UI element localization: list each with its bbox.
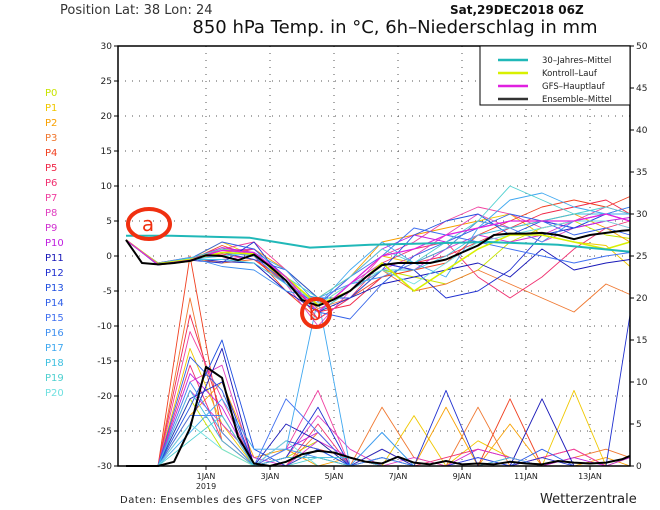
x-tick-label: 3JAN <box>261 472 280 481</box>
legend-entry: 30–Jahres–Mittel <box>542 56 611 66</box>
member-label-P8: P8 <box>45 208 58 219</box>
data-source: Daten: Ensembles des GFS von NCEP <box>120 495 323 506</box>
member-label-P1: P1 <box>45 103 58 114</box>
member-labels: P0 P1 P2 P3 P4 P5 P6 P7 P8 P9 P10 P11 P12 P13 P14 P15 P1… <box>45 86 64 401</box>
left-tick-label: -30 <box>97 462 112 472</box>
annotation-label: a <box>142 212 154 236</box>
annotation-circle <box>126 207 172 241</box>
position-label: Position Lat: 38 Lon: 24 <box>60 3 213 18</box>
legend-box <box>479 45 631 106</box>
right-tick-label: 40 <box>636 126 648 136</box>
right-tick-label: 10 <box>636 378 648 388</box>
run-date: Sat,29DEC2018 06Z <box>450 3 584 17</box>
member-temp-line-P3 <box>125 240 631 313</box>
climatology-line <box>126 234 631 253</box>
member-label-P10: P10 <box>45 238 64 249</box>
member-label-P13: P13 <box>45 283 64 294</box>
member-temp-line-P11 <box>125 240 631 313</box>
x-tick-sublabel: 2019 <box>196 482 216 491</box>
right-tick-label: 50 <box>636 42 648 52</box>
annotation-circle <box>300 297 332 329</box>
member-label-P9: P9 <box>45 223 58 234</box>
right-tick-label: 25 <box>636 252 647 262</box>
brand-label: Wetterzentrale <box>540 492 637 507</box>
left-tick-label: -5 <box>103 287 112 297</box>
member-temp-line-P8 <box>125 213 631 327</box>
member-precip-line-P5 <box>126 314 630 467</box>
left-tick-label: 20 <box>101 112 113 122</box>
member-label-P15: P15 <box>45 313 64 324</box>
right-tick-label: 20 <box>636 294 648 304</box>
right-tick-label: 45 <box>636 84 647 94</box>
left-tick-label: 5 <box>106 217 112 227</box>
legend-entry: Kontroll–Lauf <box>542 69 598 79</box>
left-tick-label: 30 <box>101 42 113 52</box>
left-tick-label: 10 <box>101 182 113 192</box>
member-label-P20: P20 <box>45 388 64 399</box>
left-tick-label: 25 <box>101 77 112 87</box>
gfs-main-run-line <box>125 213 631 313</box>
member-precip-line-P12 <box>126 314 631 467</box>
legend: 30–Jahres–Mittel Kontroll–Lauf GFS–Hauptla… <box>479 45 631 106</box>
left-tick-label: 15 <box>101 147 112 157</box>
member-temp-line-P9 <box>125 213 631 313</box>
right-tick-label: 35 <box>636 168 647 178</box>
member-temp-line-P18 <box>125 213 631 313</box>
x-tick-label: 9JAN <box>453 472 472 481</box>
member-label-P7: P7 <box>45 193 58 204</box>
ensemble-mean-temp-line <box>125 229 631 307</box>
chart-title: 850 hPa Temp. in °C, 6h–Niederschlag in … <box>192 17 598 38</box>
member-precip-line-P20 <box>126 423 630 467</box>
member-precip-line-P14 <box>126 356 630 467</box>
annotation-label: b <box>309 301 322 325</box>
member-label-P12: P12 <box>45 268 64 279</box>
member-label-P17: P17 <box>45 343 64 354</box>
x-tick-label: 1JAN <box>197 472 216 481</box>
left-tick-label: -25 <box>97 427 112 437</box>
member-label-P4: P4 <box>45 148 58 159</box>
member-label-P3: P3 <box>45 133 58 144</box>
plot-frame <box>117 45 631 467</box>
ensemble-mean-precip-line <box>126 365 631 467</box>
annotation-a: a <box>126 207 172 241</box>
member-temp-line-P20 <box>125 220 631 306</box>
member-precip-line-P11 <box>126 347 630 467</box>
member-temp-line-P19 <box>125 185 631 299</box>
member-label-P6: P6 <box>45 178 58 189</box>
left-tick-label: -15 <box>97 357 112 367</box>
member-label-P5: P5 <box>45 163 58 174</box>
member-label-P19: P19 <box>45 373 64 384</box>
right-tick-label: 30 <box>636 210 648 220</box>
right-tick-label: 5 <box>636 420 642 430</box>
right-tick-label: 0 <box>636 462 642 472</box>
x-tick-label: 11JAN <box>514 472 538 481</box>
annotation-b: b <box>300 297 332 329</box>
left-tick-label: 0 <box>106 252 112 262</box>
member-label-P14: P14 <box>45 298 64 309</box>
x-tick-label: 5JAN <box>325 472 344 481</box>
x-tick-label: 7JAN <box>389 472 408 481</box>
x-tick-label: 13JAN <box>578 472 602 481</box>
member-label-P0: P0 <box>45 88 58 99</box>
left-tick-label: -10 <box>97 322 112 332</box>
member-label-P2: P2 <box>45 118 58 129</box>
left-tick-label: -20 <box>97 392 112 402</box>
member-label-P11: P11 <box>45 253 64 264</box>
member-label-P16: P16 <box>45 328 64 339</box>
legend-entry: Ensemble–Mittel <box>542 95 612 105</box>
right-tick-label: 15 <box>636 336 647 346</box>
legend-entry: GFS–Hauptlauf <box>542 82 606 92</box>
member-label-P18: P18 <box>45 358 64 369</box>
member-precip-line-P1 <box>126 347 631 467</box>
